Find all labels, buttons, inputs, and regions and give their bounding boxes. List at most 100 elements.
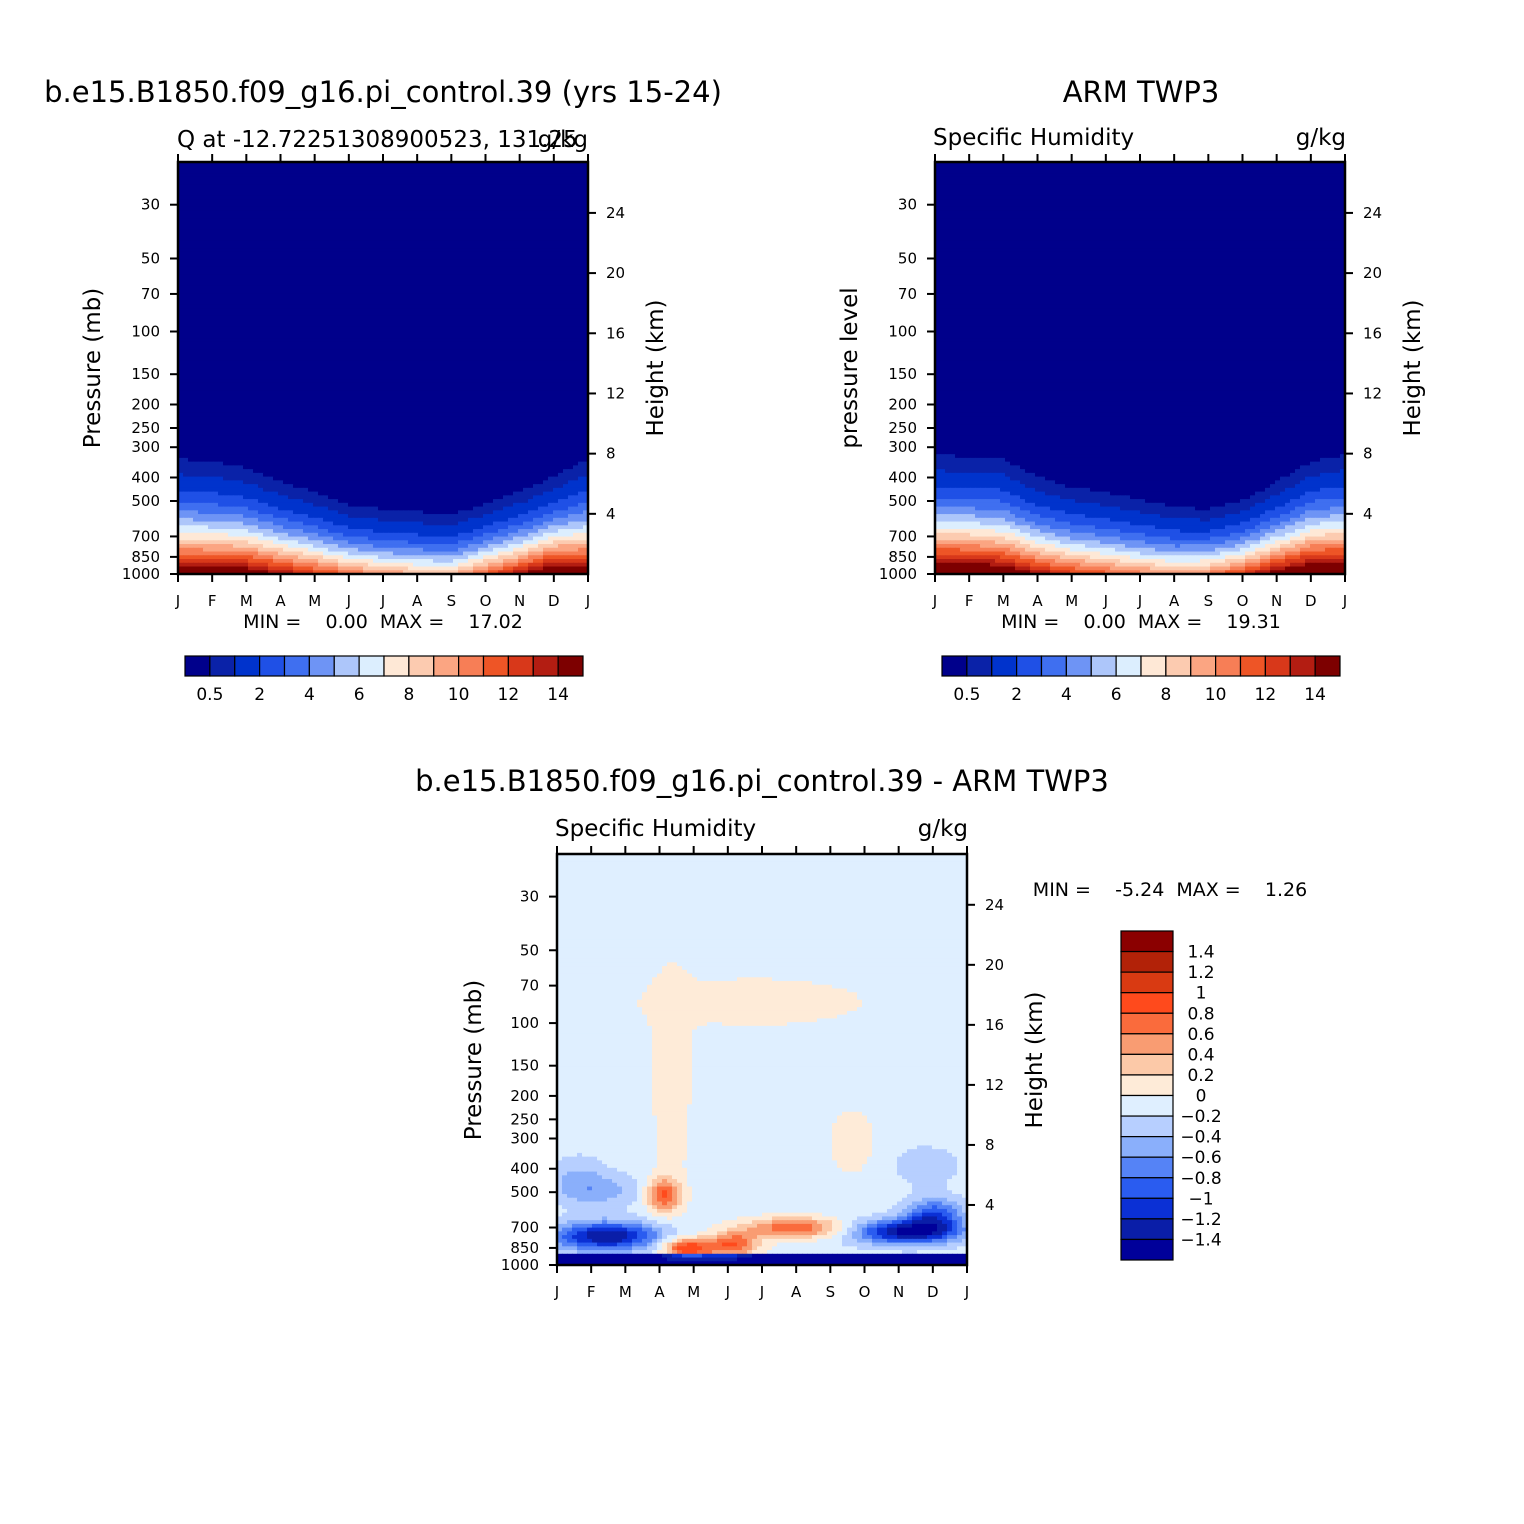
field-cell (408, 206, 414, 212)
field-cell (333, 386, 339, 392)
field-cell (258, 293, 264, 298)
field-cell (223, 311, 229, 317)
field-cell (373, 308, 379, 313)
field-cell (378, 248, 384, 253)
field-cell (213, 255, 219, 260)
field-cell (583, 338, 588, 343)
field-cell (408, 266, 414, 272)
field-cell (483, 349, 489, 354)
field-cell (338, 203, 344, 208)
field-cell (293, 169, 299, 174)
field-cell (223, 199, 229, 204)
field-cell (308, 375, 314, 380)
field-cell (308, 184, 314, 189)
field-cell (323, 270, 329, 275)
field-cell (573, 274, 579, 279)
field-cell (493, 255, 499, 260)
field-cell (233, 221, 239, 227)
field-cell (203, 330, 209, 335)
field-cell (328, 330, 334, 335)
field-cell (273, 382, 279, 388)
field-cell (358, 240, 364, 245)
field-cell (263, 311, 269, 317)
field-cell (468, 221, 474, 227)
field-cell (288, 311, 294, 317)
field-cell (473, 379, 479, 384)
field-cell (438, 274, 444, 279)
field-cell (228, 210, 234, 216)
field-cell (213, 165, 219, 171)
field-cell (183, 180, 189, 186)
field-cell (558, 338, 564, 343)
field-cell (428, 364, 434, 369)
field-cell (343, 199, 349, 204)
field-cell (513, 364, 519, 369)
field-cell (188, 176, 194, 182)
field-cell (273, 259, 279, 264)
field-cell (538, 330, 544, 335)
field-cell (403, 195, 409, 201)
field-cell (393, 229, 399, 234)
field-cell (283, 386, 289, 392)
field-cell (223, 184, 229, 189)
field-cell (263, 248, 269, 253)
field-cell (438, 176, 444, 182)
field-cell (573, 326, 579, 332)
field-cell (373, 263, 379, 268)
field-cell (258, 199, 264, 204)
field-cell (318, 251, 324, 257)
field-cell (203, 382, 209, 388)
field-cell (313, 319, 319, 324)
field-cell (513, 270, 519, 275)
field-cell (353, 315, 359, 320)
field-cell (473, 266, 479, 272)
field-cell (268, 248, 274, 253)
field-cell (568, 165, 574, 171)
field-cell (248, 386, 254, 392)
field-cell (353, 334, 359, 339)
field-cell (428, 285, 434, 290)
field-cell (488, 330, 494, 335)
field-cell (333, 244, 339, 249)
field-cell (333, 375, 339, 380)
field-cell (288, 289, 294, 294)
field-cell (243, 368, 249, 373)
field-cell (303, 356, 309, 362)
field-cell (438, 315, 444, 320)
field-cell (248, 364, 254, 369)
field-cell (368, 236, 374, 242)
field-cell (238, 270, 244, 275)
field-cell (543, 345, 549, 350)
field-cell (543, 281, 549, 287)
field-cell (243, 199, 249, 204)
field-cell (578, 263, 584, 268)
field-cell (503, 195, 509, 201)
field-cell (423, 244, 429, 249)
field-cell (353, 349, 359, 354)
field-cell (428, 263, 434, 268)
field-cell (193, 233, 199, 238)
field-cell (243, 225, 249, 231)
field-cell (528, 338, 534, 343)
field-cell (248, 162, 254, 167)
field-cell (473, 169, 479, 174)
field-cell (373, 218, 379, 223)
field-cell (578, 195, 584, 201)
field-cell (393, 278, 399, 283)
field-cell (418, 311, 424, 317)
field-cell (188, 244, 194, 249)
field-cell (483, 199, 489, 204)
field-cell (478, 169, 484, 174)
field-cell (423, 364, 429, 369)
field-cell (328, 323, 334, 328)
field-cell (463, 326, 469, 332)
field-cell (248, 240, 254, 245)
field-cell (548, 206, 554, 212)
field-cell (518, 278, 524, 283)
field-cell (493, 304, 499, 309)
field-cell (328, 375, 334, 380)
field-cell (558, 184, 564, 189)
field-cell (478, 270, 484, 275)
field-cell (563, 191, 569, 197)
field-cell (423, 173, 429, 178)
